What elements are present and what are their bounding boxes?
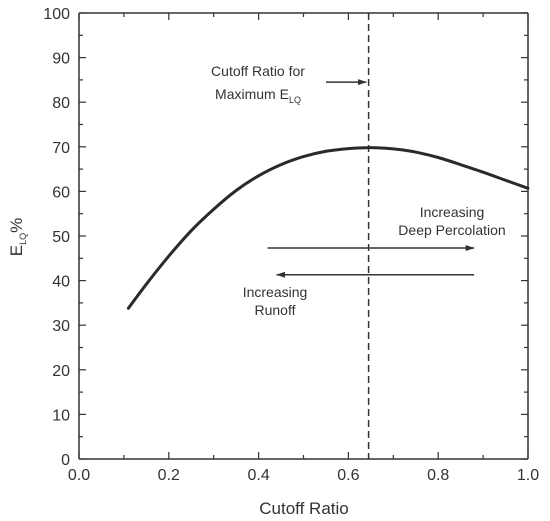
y-tick-label: 60 — [52, 184, 70, 201]
annotation-runoff-line-1: Increasing — [243, 284, 308, 300]
y-tick-label: 30 — [52, 318, 70, 335]
y-tick-label: 70 — [52, 140, 70, 157]
annotation-percolation-line-2: Deep Percolation — [398, 222, 505, 238]
y-tick-label: 90 — [52, 51, 70, 68]
annotation-cutoff-sub: LQ — [289, 95, 301, 105]
x-tick-label: 1.0 — [517, 467, 539, 484]
x-tick-label: 0.8 — [427, 467, 449, 484]
annotation-cutoff-main: Maximum E — [215, 86, 289, 102]
y-tick-label: 80 — [52, 95, 70, 112]
annotation-cutoff-line-2: Maximum ELQ — [215, 86, 301, 105]
x-tick-label: 0.2 — [158, 467, 180, 484]
y-tick-label: 100 — [43, 6, 70, 23]
x-tick-label: 0.0 — [68, 467, 90, 484]
x-ticks: 0.0 0.2 0.4 0.6 0.8 1.0 — [68, 13, 539, 484]
y-axis-title: ELQ% — [7, 218, 28, 256]
annotation-cutoff-line-1: Cutoff Ratio for — [211, 63, 305, 79]
annotation-runoff-line-2: Runoff — [255, 302, 296, 318]
y-axis-title-sub: LQ — [18, 233, 28, 245]
y-axis-title-main: E — [7, 245, 26, 256]
x-tick-label: 0.6 — [337, 467, 359, 484]
elq-curve — [126, 146, 530, 310]
y-axis-title-suffix: % — [7, 218, 26, 233]
annotation-percolation-line-1: Increasing — [420, 204, 485, 220]
y-tick-label: 20 — [52, 363, 70, 380]
y-ticks: 0 10 20 30 40 50 60 70 80 90 100 — [43, 6, 528, 469]
y-tick-label: 50 — [52, 229, 70, 246]
x-axis-title: Cutoff Ratio — [259, 499, 348, 518]
axes: 0.0 0.2 0.4 0.6 0.8 1.0 0 10 20 30 40 50 60 70 80 90 10… — [43, 6, 539, 484]
y-tick-label: 10 — [52, 407, 70, 424]
y-tick-label: 0 — [61, 452, 70, 469]
y-tick-label: 40 — [52, 274, 70, 291]
x-tick-label: 0.4 — [247, 467, 269, 484]
